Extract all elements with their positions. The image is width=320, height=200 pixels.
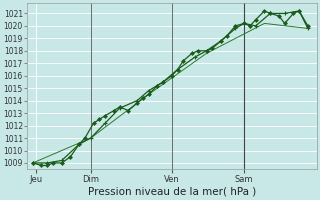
X-axis label: Pression niveau de la mer( hPa ): Pression niveau de la mer( hPa ) bbox=[88, 187, 256, 197]
